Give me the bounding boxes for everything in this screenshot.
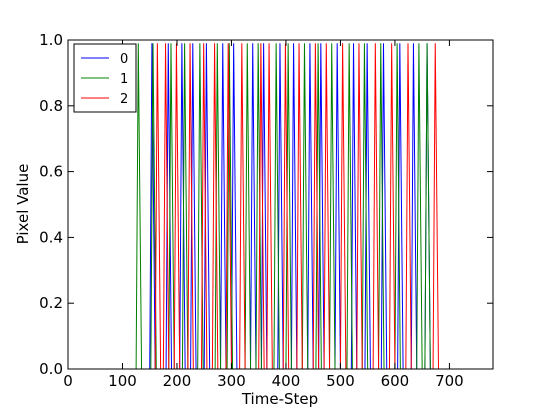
legend-label: 0: [120, 52, 128, 67]
x-axis-label: Time-Step: [241, 390, 318, 408]
y-tick-label: 0.6: [39, 163, 63, 181]
x-tick-label: 300: [217, 372, 246, 390]
x-tick-label: 100: [108, 372, 137, 390]
legend-label: 2: [120, 92, 128, 107]
x-tick-label: 700: [435, 372, 464, 390]
x-tick-label: 200: [163, 372, 192, 390]
y-axis-label: Pixel Value: [14, 164, 32, 245]
y-tick-label: 0.0: [39, 360, 63, 378]
x-tick-label: 400: [272, 372, 301, 390]
y-tick-label: 0.8: [39, 97, 63, 115]
y-tick-label: 0.2: [39, 294, 63, 312]
plot-frame: [67, 39, 494, 370]
y-tick-label: 0.4: [39, 228, 63, 246]
x-tick-label: 0: [63, 372, 73, 390]
x-tick-label: 500: [326, 372, 355, 390]
x-tick-label: 600: [381, 372, 410, 390]
y-tick-label: 1.0: [39, 31, 63, 49]
legend-label: 1: [120, 72, 128, 87]
